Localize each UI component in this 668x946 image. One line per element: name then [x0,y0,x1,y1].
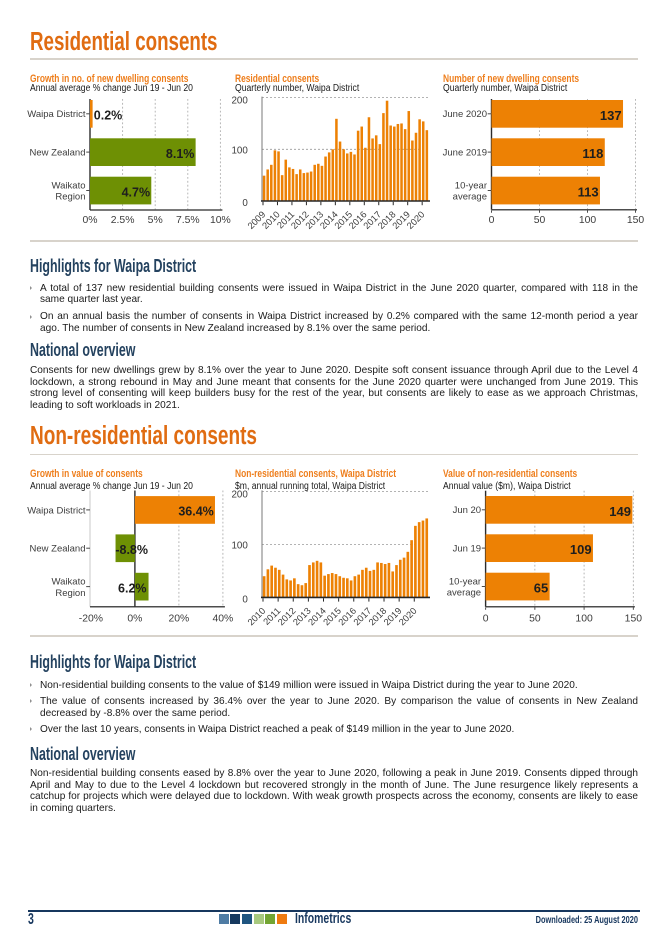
svg-text:6.2%: 6.2% [118,581,147,595]
svg-text:Jun 20: Jun 20 [453,505,482,516]
svg-text:0: 0 [242,198,248,209]
svg-text:average: average [447,588,481,599]
svg-text:65: 65 [534,581,548,596]
svg-text:5%: 5% [148,215,163,226]
svg-text:Region: Region [55,192,85,203]
svg-text:-8.8%: -8.8% [115,543,148,557]
svg-text:Waikato: Waikato [52,180,86,191]
svg-text:0%: 0% [82,215,97,226]
svg-text:Waipa District: Waipa District [27,505,86,516]
svg-text:0.2%: 0.2% [94,109,123,123]
svg-text:10-year: 10-year [449,576,481,587]
svg-text:50: 50 [534,215,546,226]
svg-text:-20%: -20% [79,614,103,625]
svg-text:109: 109 [570,542,592,557]
svg-text:New Zealand: New Zealand [30,544,86,555]
svg-text:Region: Region [55,588,85,599]
svg-text:10-year: 10-year [455,180,487,191]
svg-text:50: 50 [529,614,541,625]
svg-text:10%: 10% [210,215,231,226]
svg-text:118: 118 [582,146,603,161]
svg-text:100: 100 [575,614,593,625]
svg-text:Waipa District: Waipa District [27,109,86,120]
svg-text:New Zealand: New Zealand [30,148,86,159]
svg-text:200: 200 [231,489,248,500]
svg-text:0: 0 [489,215,495,226]
svg-text:200: 200 [231,96,248,107]
svg-text:100: 100 [231,541,248,552]
svg-text:36.4%: 36.4% [178,505,213,519]
svg-text:0: 0 [242,595,248,606]
svg-text:149: 149 [609,504,631,519]
svg-text:150: 150 [625,614,643,625]
svg-text:Waikato: Waikato [52,576,86,587]
svg-text:8.1%: 8.1% [166,147,195,161]
svg-text:7.5%: 7.5% [176,215,200,226]
svg-text:40%: 40% [213,614,234,625]
svg-text:150: 150 [627,215,645,226]
svg-text:100: 100 [579,215,597,226]
svg-text:2.5%: 2.5% [111,215,135,226]
svg-text:0%: 0% [127,614,142,625]
svg-text:113: 113 [578,185,599,200]
svg-text:20%: 20% [169,614,190,625]
svg-text:average: average [453,192,487,203]
svg-text:June 2020: June 2020 [443,109,487,120]
svg-text:0: 0 [483,614,489,625]
svg-text:100: 100 [231,146,248,157]
svg-text:2020: 2020 [397,606,419,628]
svg-text:137: 137 [600,108,622,123]
svg-text:4.7%: 4.7% [122,185,151,199]
svg-text:Jun 19: Jun 19 [453,544,482,555]
svg-text:June 2019: June 2019 [443,148,487,159]
